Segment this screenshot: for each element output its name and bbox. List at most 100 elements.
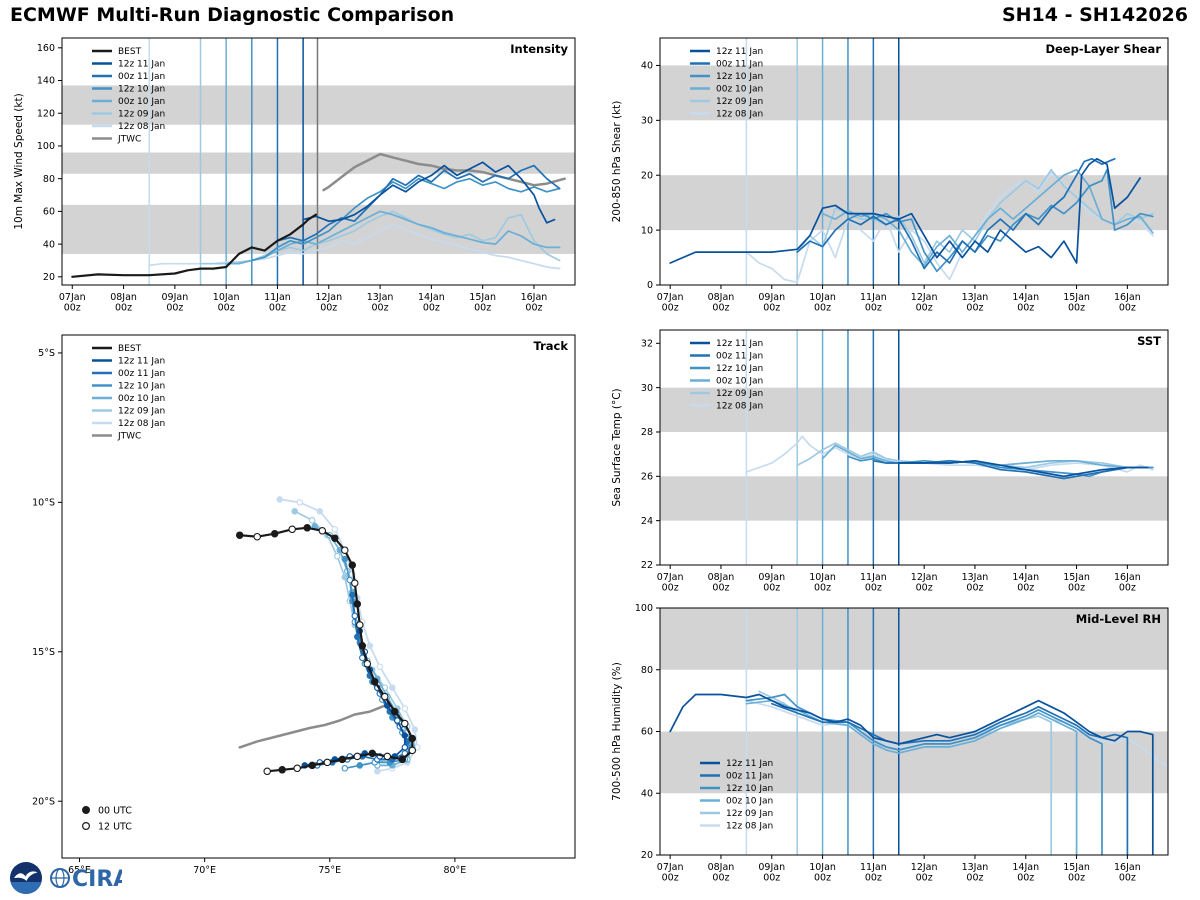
agency-logos: CIRA bbox=[8, 860, 122, 896]
intensity-y-tick-label: 40 bbox=[43, 239, 55, 250]
track-fix-marker bbox=[376, 663, 384, 670]
track-legend-label: 12z 08 Jan bbox=[118, 419, 165, 429]
intensity-legend-label: 12z 10 Jan bbox=[118, 85, 165, 95]
intensity-series-00z-11-jan bbox=[276, 164, 561, 242]
intensity-series-jtwc bbox=[322, 152, 566, 192]
intensity-y-tick-label: 100 bbox=[37, 141, 55, 152]
shear-x-tick-label: 15Jan 00z bbox=[1063, 292, 1090, 314]
intensity-panel-title: Intensity bbox=[510, 42, 568, 56]
sst-legend-label: 00z 10 Jan bbox=[716, 377, 763, 387]
sst-plot-border bbox=[659, 329, 1169, 566]
track-marker-legend-label: 00 UTC bbox=[98, 806, 132, 817]
shear-shaded-band bbox=[660, 175, 1168, 231]
track-fix-marker bbox=[278, 766, 286, 774]
track-fix-marker bbox=[270, 529, 279, 538]
intensity-shaded-band bbox=[62, 85, 575, 125]
rh-series-00z-11-jan bbox=[770, 702, 1129, 855]
cira-logo-text: CIRA bbox=[72, 867, 122, 892]
shear-legend-label: 00z 10 Jan bbox=[716, 85, 763, 95]
shear-y-tick-label: 10 bbox=[641, 225, 653, 236]
track-fix-marker bbox=[316, 508, 324, 515]
sst-y-tick-label: 26 bbox=[641, 472, 653, 483]
sst-x-tick-label: 11Jan 00z bbox=[860, 572, 887, 594]
sst-legend-label: 12z 08 Jan bbox=[716, 402, 763, 412]
intensity-panel: 07Jan 00z 08Jan 00z 09Jan 00z 10Jan 00z 11Jan 00z… bbox=[13, 37, 576, 314]
rh-panel-title: Mid-Level RH bbox=[1076, 612, 1161, 626]
shear-y-axis-title: 200-850 hPa Shear (kt) bbox=[611, 101, 623, 223]
shear-series-12z-08-jan bbox=[745, 171, 1154, 284]
rh-x-tick-label: 14Jan 00z bbox=[1012, 862, 1039, 884]
intensity-x-tick-label: 08Jan 00z bbox=[110, 292, 137, 314]
intensity-legend-label: 12z 08 Jan bbox=[118, 122, 165, 132]
track-x-tick-label: 80°E bbox=[443, 865, 466, 876]
track-fix-marker bbox=[398, 755, 407, 764]
intensity-series-12z-09-jan bbox=[199, 210, 561, 265]
track-fix-marker bbox=[366, 642, 374, 650]
track-fix-marker bbox=[368, 749, 377, 758]
sst-x-tick-label: 10Jan 00z bbox=[809, 572, 836, 594]
sst-x-tick-label: 13Jan 00z bbox=[962, 572, 989, 594]
sst-x-tick-label: 07Jan 00z bbox=[657, 572, 684, 594]
track-fix-marker bbox=[291, 508, 298, 515]
rh-y-tick-label: 40 bbox=[641, 788, 653, 799]
intensity-legend-label: 12z 11 Jan bbox=[118, 60, 165, 70]
rh-x-tick-label: 10Jan 00z bbox=[809, 862, 836, 884]
shear-x-tick-label: 09Jan 00z bbox=[758, 292, 785, 314]
rh-y-axis-title: 700-500 hPa Humidity (%) bbox=[611, 662, 623, 801]
rh-x-tick-label: 15Jan 00z bbox=[1063, 862, 1090, 884]
track-fix-marker bbox=[383, 752, 392, 761]
track-marker-legend-symbol bbox=[81, 805, 90, 814]
sst-panel: 07Jan 00z 08Jan 00z 09Jan 00z 10Jan 00z 11Jan 00z… bbox=[611, 329, 1169, 594]
sst-shaded-band bbox=[660, 476, 1168, 521]
rh-x-tick-label: 16Jan 00z bbox=[1114, 862, 1141, 884]
track-fix-marker bbox=[331, 526, 339, 533]
track-marker-legend-label: 12 UTC bbox=[98, 822, 132, 833]
sst-legend-label: 00z 11 Jan bbox=[716, 352, 763, 362]
track-fix-marker bbox=[389, 684, 396, 691]
track-y-tick-label: 5°S bbox=[38, 348, 55, 359]
shear-x-tick-label: 12Jan 00z bbox=[911, 292, 938, 314]
track-fix-marker bbox=[341, 555, 349, 563]
track-fix-marker bbox=[363, 659, 372, 668]
sst-x-tick-label: 14Jan 00z bbox=[1012, 572, 1039, 594]
track-fix-marker bbox=[341, 765, 349, 772]
shear-series-00z-10-jan bbox=[821, 168, 1154, 267]
track-fix-marker bbox=[371, 677, 379, 686]
sst-panel-title: SST bbox=[1137, 334, 1161, 348]
track-fix-marker bbox=[263, 767, 271, 776]
track-fix-marker bbox=[353, 752, 362, 761]
track-fix-marker bbox=[293, 764, 301, 773]
track-x-tick-label: 65°E bbox=[68, 865, 91, 876]
shear-legend-label: 12z 11 Jan bbox=[716, 47, 763, 57]
intensity-legend-label: BEST bbox=[118, 47, 142, 57]
track-fix-marker bbox=[338, 755, 347, 764]
sst-y-tick-label: 22 bbox=[641, 560, 653, 571]
intensity-series-best bbox=[71, 213, 317, 278]
track-panel: 65°E 70°E 75°E 80°E 5°S 10°S 15°S 20°S Track BEST… bbox=[32, 334, 576, 876]
track-fix-marker bbox=[408, 746, 417, 755]
track-x-tick-label: 70°E bbox=[193, 865, 216, 876]
track-fix-marker bbox=[401, 732, 409, 739]
shear-y-tick-label: 20 bbox=[641, 170, 653, 181]
intensity-y-tick-label: 140 bbox=[37, 76, 55, 87]
intensity-y-tick-label: 160 bbox=[37, 43, 55, 54]
track-fix-marker bbox=[401, 744, 409, 751]
sst-shaded-band bbox=[660, 387, 1168, 432]
track-fix-marker bbox=[308, 517, 316, 524]
rh-series-12z-10-jan bbox=[745, 693, 1103, 855]
track-legend-label: 00z 11 Jan bbox=[118, 369, 165, 379]
track-fix-marker bbox=[356, 621, 364, 629]
track-legend-label: JTWC bbox=[117, 432, 141, 442]
shear-panel: 07Jan 00z 08Jan 00z 09Jan 00z 10Jan 00z 11Jan 00z… bbox=[611, 37, 1169, 314]
track-fix-marker bbox=[358, 642, 367, 650]
figure-title: ECMWF Multi-Run Diagnostic Comparison bbox=[10, 4, 455, 26]
track-fix-marker bbox=[323, 758, 332, 767]
intensity-y-axis-title: 10m Max Wind Speed (kt) bbox=[13, 93, 25, 229]
shear-legend-label: 12z 09 Jan bbox=[716, 97, 763, 107]
track-fix-marker bbox=[381, 692, 389, 701]
intensity-y-tick-label: 80 bbox=[43, 174, 55, 185]
track-fix-marker bbox=[391, 707, 399, 716]
intensity-y-tick-label: 120 bbox=[37, 108, 55, 119]
intensity-x-tick-label: 12Jan 00z bbox=[315, 292, 342, 314]
